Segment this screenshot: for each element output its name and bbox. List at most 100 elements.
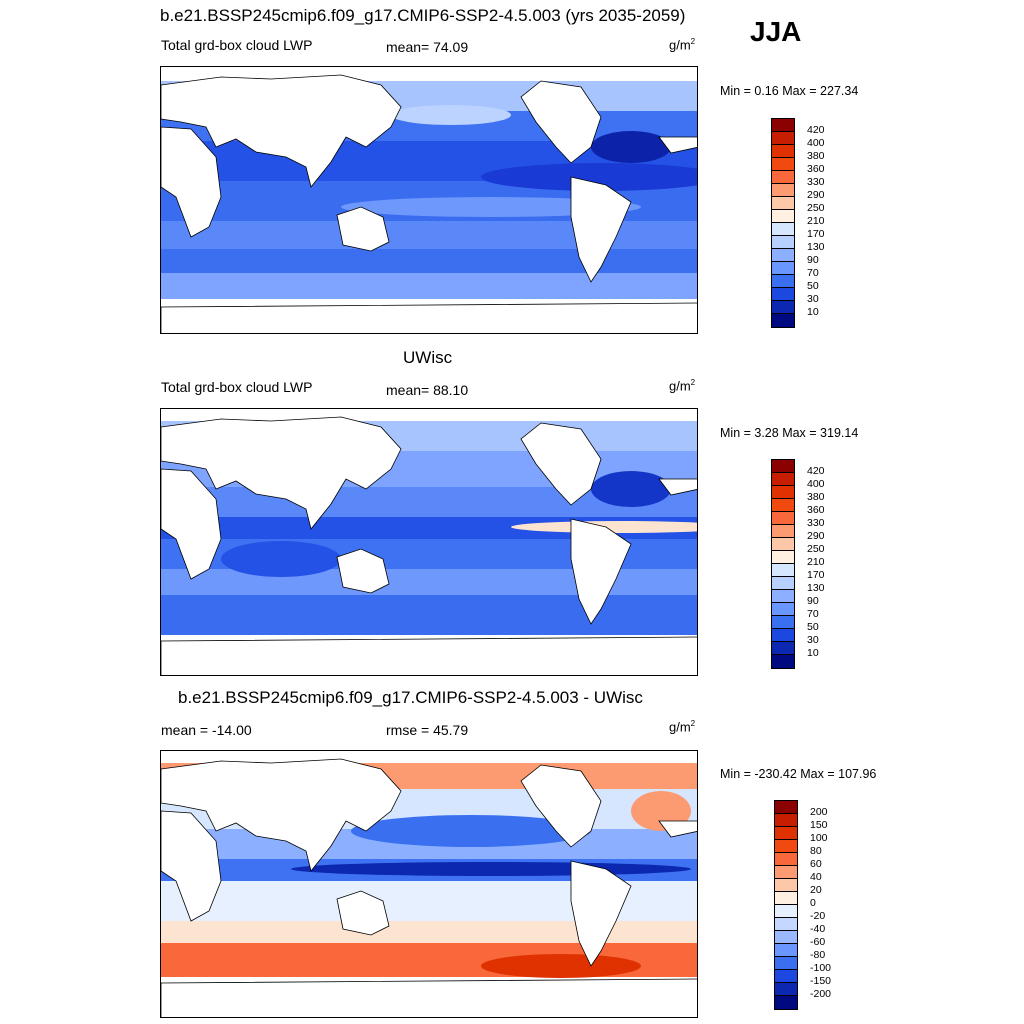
colorbar-swatch (772, 551, 794, 564)
colorbar-tick: 330 (807, 176, 825, 188)
colorbar-swatch (772, 314, 794, 327)
colorbar-swatch (772, 564, 794, 577)
colorbar-tick: 90 (807, 254, 819, 266)
colorbar: 200 150 100 80 60 40 20 0 -20 -40 -60 -8… (774, 800, 831, 1010)
rmse-label: rmse = 45.79 (386, 722, 469, 738)
colorbar-swatch (772, 629, 794, 642)
colorbar-swatch (775, 905, 797, 918)
colorbar-tick: 420 (807, 465, 825, 477)
colorbar-tick: 70 (807, 608, 819, 620)
colorbar: 420 400 380 360 330 290 250 210 170 130 … (771, 118, 825, 328)
colorbar-tick: 330 (807, 517, 825, 529)
colorbar-swatch (772, 655, 794, 668)
colorbar-tick: 130 (807, 241, 825, 253)
colorbar-swatch (775, 983, 797, 996)
colorbar-swatch (772, 473, 794, 486)
panel-title: b.e21.BSSP245cmip6.f09_g17.CMIP6-SSP2-4.… (160, 6, 686, 25)
colorbar-swatch (772, 197, 794, 210)
colorbar-tick: 40 (810, 871, 822, 883)
colorbar-tick: 210 (807, 215, 825, 227)
colorbar-swatch (772, 288, 794, 301)
min-max-label: Min = 3.28 Max = 319.14 (720, 426, 859, 440)
colorbar-tick: -100 (810, 962, 832, 974)
season-label: JJA (750, 16, 802, 47)
colorbar-tick: 170 (807, 569, 825, 581)
colorbar-swatch (775, 918, 797, 931)
colorbar-tick: 360 (807, 163, 825, 175)
colorbar-swatch (772, 499, 794, 512)
mean-label: mean= 88.10 (386, 382, 469, 398)
colorbar-swatch (772, 642, 794, 655)
colorbar-swatches (771, 118, 795, 328)
units-label: g/m2 (669, 378, 696, 394)
map-plot (161, 409, 697, 675)
variable-label: Total grd-box cloud LWP (161, 379, 313, 395)
colorbar-tick: 90 (807, 595, 819, 607)
map-panel (160, 408, 698, 676)
map-plot (161, 751, 697, 1017)
colorbar-swatch (772, 145, 794, 158)
colorbar-tick: 400 (807, 478, 825, 490)
colorbar-swatch (772, 236, 794, 249)
panel-title: b.e21.BSSP245cmip6.f09_g17.CMIP6-SSP2-4.… (178, 688, 643, 707)
colorbar-swatch (775, 996, 797, 1009)
units-label: g/m2 (669, 37, 696, 53)
map-panel (160, 66, 698, 334)
colorbar-tick: 130 (807, 582, 825, 594)
colorbar-tick: 200 (810, 806, 828, 818)
colorbar-tick: 250 (807, 202, 825, 214)
colorbar-tick: 210 (807, 556, 825, 568)
colorbar-tick: 380 (807, 491, 825, 503)
colorbar-tick: 50 (807, 621, 819, 633)
mean-label: mean= 74.09 (386, 39, 469, 55)
colorbar-tick: -40 (810, 923, 826, 935)
colorbar-swatch (772, 577, 794, 590)
colorbar-swatch (775, 931, 797, 944)
colorbar-tick: -200 (810, 988, 832, 1000)
colorbar-tick: -80 (810, 949, 826, 961)
colorbar-swatch (772, 590, 794, 603)
colorbar-tick: 290 (807, 189, 825, 201)
map-panel (160, 750, 698, 1018)
colorbar-tick: 0 (810, 897, 816, 909)
colorbar-tick: 20 (810, 884, 822, 896)
units-label: g/m2 (669, 719, 696, 735)
colorbar-swatch (772, 616, 794, 629)
colorbar-tick: 50 (807, 280, 819, 292)
colorbar-tick: 70 (807, 267, 819, 279)
colorbar-swatch (772, 486, 794, 499)
colorbar-swatch (772, 184, 794, 197)
colorbar-swatch (772, 301, 794, 314)
colorbar-tick: 80 (810, 845, 822, 857)
colorbar-tick: 290 (807, 530, 825, 542)
colorbar-swatch (775, 892, 797, 905)
map-plot (161, 67, 697, 333)
colorbar-swatches (774, 800, 798, 1010)
colorbar: 420 400 380 360 330 290 250 210 170 130 … (771, 459, 825, 669)
colorbar-swatches (771, 459, 795, 669)
colorbar-swatch (775, 801, 797, 814)
colorbar-swatch (775, 970, 797, 983)
colorbar-swatch (772, 119, 794, 132)
colorbar-swatch (772, 262, 794, 275)
colorbar-tick: 100 (810, 832, 828, 844)
colorbar-swatch (772, 460, 794, 473)
colorbar-swatch (772, 603, 794, 616)
colorbar-tick: -150 (810, 975, 832, 987)
colorbar-swatch (775, 944, 797, 957)
colorbar-swatch (772, 525, 794, 538)
colorbar-swatch (772, 132, 794, 145)
colorbar-swatch (772, 158, 794, 171)
mean-label: mean = -14.00 (161, 722, 252, 738)
colorbar-swatch (775, 957, 797, 970)
colorbar-tick: 30 (807, 293, 819, 305)
colorbar-tick: 10 (807, 306, 819, 318)
colorbar-swatch (772, 538, 794, 551)
colorbar-swatch (772, 275, 794, 288)
colorbar-swatch (772, 249, 794, 262)
colorbar-swatch (775, 866, 797, 879)
colorbar-swatch (775, 879, 797, 892)
colorbar-tick: 170 (807, 228, 825, 240)
colorbar-swatch (772, 512, 794, 525)
min-max-label: Min = 0.16 Max = 227.34 (720, 84, 859, 98)
